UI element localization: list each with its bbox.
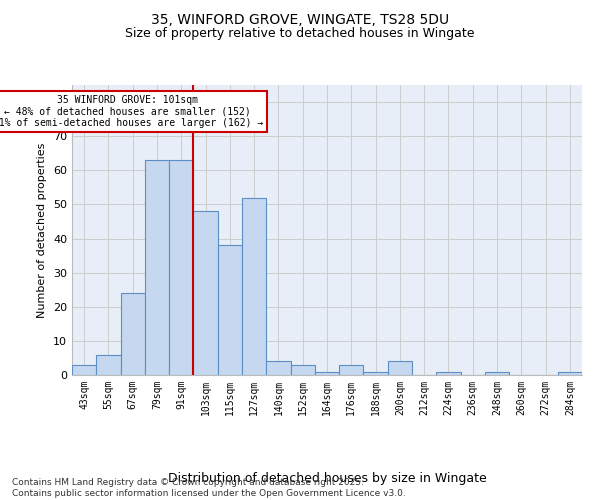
Bar (96, 354, 121, 375)
Bar (315, 372, 339, 375)
Bar (193, 211, 218, 375)
Text: 35 WINFORD GROVE: 101sqm
← 48% of detached houses are smaller (152)
51% of semi-: 35 WINFORD GROVE: 101sqm ← 48% of detach… (0, 95, 263, 128)
Bar (388, 362, 412, 375)
Bar (242, 198, 266, 375)
Text: 35, WINFORD GROVE, WINGATE, TS28 5DU: 35, WINFORD GROVE, WINGATE, TS28 5DU (151, 12, 449, 26)
Bar (218, 246, 242, 375)
Text: Size of property relative to detached houses in Wingate: Size of property relative to detached ho… (125, 28, 475, 40)
Bar (364, 372, 388, 375)
Bar (558, 372, 582, 375)
Bar (169, 160, 193, 375)
Text: Distribution of detached houses by size in Wingate: Distribution of detached houses by size … (167, 472, 487, 485)
Y-axis label: Number of detached properties: Number of detached properties (37, 142, 47, 318)
Bar (290, 365, 315, 375)
Bar (436, 372, 461, 375)
Bar (121, 293, 145, 375)
Bar (485, 372, 509, 375)
Bar (339, 365, 364, 375)
Bar (72, 365, 96, 375)
Bar (266, 362, 290, 375)
Bar (145, 160, 169, 375)
Text: Contains HM Land Registry data © Crown copyright and database right 2025.
Contai: Contains HM Land Registry data © Crown c… (12, 478, 406, 498)
